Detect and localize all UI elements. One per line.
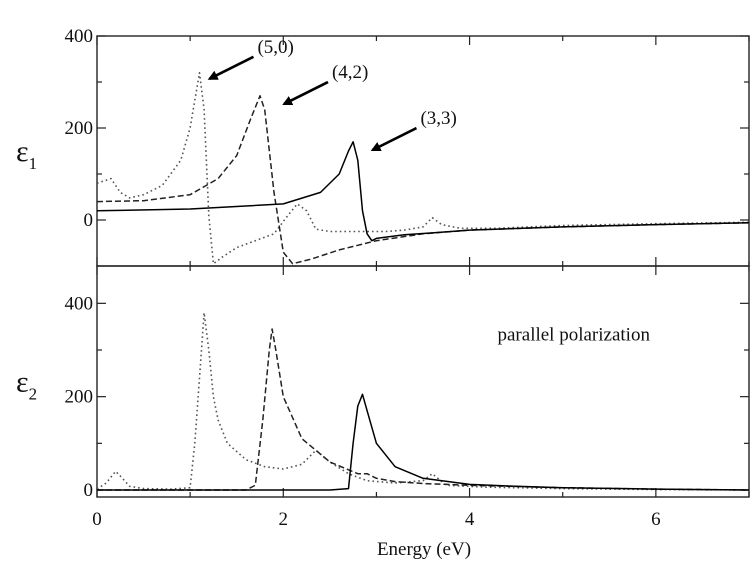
y-tick-label: 200 <box>65 118 94 139</box>
x-tick-label: 0 <box>92 509 102 530</box>
annotation-arrow <box>370 126 418 152</box>
x-tick-label: 2 <box>279 509 289 530</box>
annotation-label: parallel polarization <box>498 325 651 346</box>
annotation-arrow <box>207 55 255 80</box>
epsilon2-panel: 0 200 400 ε2 parallel polarization <box>16 265 750 501</box>
series-line-5-0-top <box>97 72 749 265</box>
annotation-label: (5,0) <box>257 37 293 58</box>
y-tick-label: 0 <box>84 480 94 501</box>
annotation-arrow <box>282 80 329 106</box>
epsilon1-panel: 0 200 400 ε1 (5,0) (4,2) (3,3) <box>16 26 750 267</box>
y-tick-label: 200 <box>65 387 94 408</box>
y-axis-title-bottom: ε2 <box>16 366 37 404</box>
panel-frame-top <box>96 35 750 267</box>
y-tick-label: 0 <box>84 210 94 231</box>
y-axis-subscript: 1 <box>29 154 38 173</box>
series-line-3-3-top <box>97 141 749 242</box>
x-tick-label: 4 <box>465 509 475 530</box>
y-axis-title-top: ε1 <box>16 135 37 173</box>
series-line-4-2-bottom <box>97 328 749 491</box>
energy-axis: 0 2 4 6 <box>92 509 660 530</box>
series-line-5-0-bottom <box>97 311 749 491</box>
x-axis-title: Energy (eV) <box>377 539 471 560</box>
panel-frame-bottom <box>96 265 750 498</box>
y-tick-label: 400 <box>65 293 94 314</box>
series-line-3-3-bottom <box>97 393 749 491</box>
x-tick-label: 6 <box>651 509 661 530</box>
y-axis-symbol: ε <box>16 366 29 399</box>
y-axis-symbol: ε <box>16 135 29 168</box>
y-tick-label: 400 <box>65 26 94 47</box>
y-axis-subscript: 2 <box>29 385 38 404</box>
annotation-label: (4,2) <box>332 62 368 83</box>
annotation-label: (3,3) <box>420 108 456 129</box>
